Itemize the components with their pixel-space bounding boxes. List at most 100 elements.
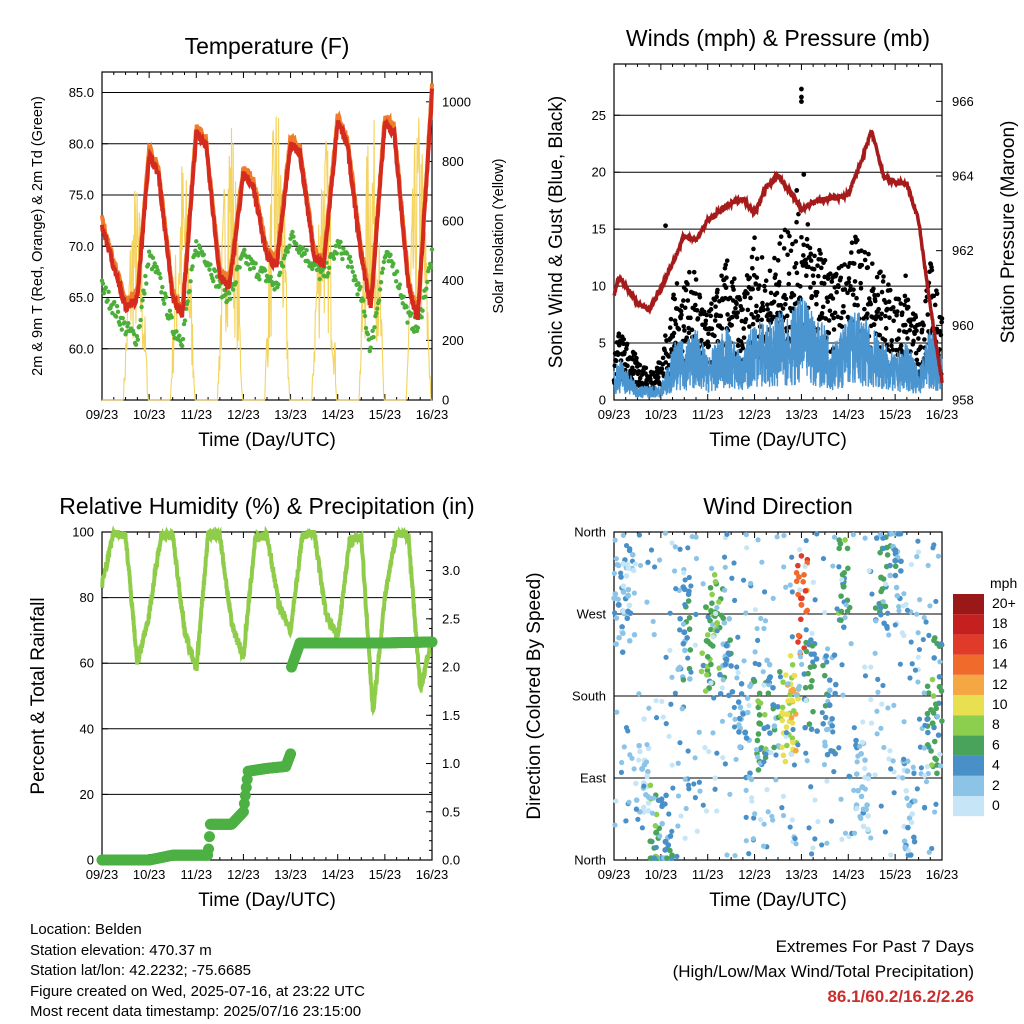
direction-point: [793, 570, 800, 576]
dewpoint-point: [368, 345, 373, 350]
dewpoint-point: [394, 269, 400, 274]
dewpoint-point: [282, 253, 288, 258]
dewpoint-point: [247, 267, 253, 272]
direction-point: [892, 547, 899, 554]
direction-point: [647, 838, 654, 845]
gust-point: [693, 302, 698, 308]
direction-point: [891, 790, 897, 796]
direction-point: [885, 610, 891, 616]
direction-point: [920, 636, 926, 643]
y-tick-label: 0: [87, 853, 94, 868]
direction-point: [613, 798, 619, 804]
direction-point: [793, 841, 799, 847]
direction-point: [735, 669, 741, 676]
gust-point: [660, 355, 666, 361]
gust-point: [678, 308, 684, 314]
x-tick-label: 09/23: [598, 407, 631, 422]
direction-point: [727, 791, 733, 797]
direction-point: [851, 830, 858, 836]
direction-point: [762, 618, 769, 624]
direction-point: [824, 840, 830, 846]
dewpoint-point: [256, 273, 261, 279]
gust-point: [778, 302, 784, 308]
gust-point: [757, 283, 762, 288]
dewpoint-point: [230, 287, 236, 292]
direction-point: [803, 627, 809, 633]
solar-insolation-line: [102, 116, 432, 401]
direction-point: [885, 705, 891, 711]
gust-point: [723, 262, 729, 268]
direction-point: [927, 603, 933, 609]
direction-point: [912, 798, 918, 804]
direction-point: [802, 588, 809, 594]
direction-point: [755, 537, 761, 543]
direction-point: [795, 742, 801, 748]
gust-point: [916, 336, 921, 341]
gust-point: [841, 303, 846, 309]
direction-point: [891, 769, 897, 775]
gust-point: [929, 267, 935, 273]
direction-point: [839, 571, 846, 578]
gust-point: [804, 273, 809, 278]
direction-point: [934, 770, 940, 777]
direction-point: [635, 816, 641, 822]
dewpoint-point: [179, 343, 185, 349]
dewpoint-point: [278, 270, 283, 275]
direction-point: [777, 674, 784, 680]
x-axis-label: Time (Day/UTC): [198, 890, 336, 911]
direction-point: [697, 788, 703, 794]
direction-point: [801, 572, 807, 578]
dewpoint-point: [375, 306, 380, 311]
direction-point: [878, 574, 885, 581]
direction-point: [783, 584, 789, 590]
direction-point: [614, 561, 621, 568]
direction-point: [636, 757, 642, 763]
direction-point: [612, 537, 618, 543]
x-tick-label: 12/23: [738, 407, 771, 422]
direction-point: [914, 786, 920, 792]
gust-point: [624, 346, 629, 352]
direction-point: [662, 530, 669, 536]
direction-point: [682, 647, 688, 654]
dewpoint-point: [290, 229, 295, 235]
gust-point: [767, 268, 773, 274]
dewpoint-point: [428, 264, 434, 270]
y-tick-label: North: [574, 525, 606, 540]
direction-point: [892, 563, 899, 570]
direction-point: [854, 759, 860, 765]
direction-point: [921, 773, 928, 779]
direction-point: [812, 597, 818, 603]
gust-point: [848, 283, 853, 289]
direction-point: [915, 679, 921, 685]
gust-point: [854, 237, 860, 243]
gust-point: [730, 314, 735, 320]
gust-point: [637, 362, 643, 368]
direction-point: [787, 824, 793, 830]
direction-point: [710, 730, 716, 736]
direction-point: [892, 622, 898, 628]
direction-point: [795, 632, 802, 639]
direction-point: [924, 683, 931, 690]
gust-point: [815, 263, 820, 268]
direction-point: [620, 589, 627, 595]
gust-point: [934, 326, 940, 332]
gust-point: [753, 309, 759, 315]
direction-point: [877, 549, 883, 556]
direction-point: [926, 849, 932, 855]
direction-point: [752, 660, 758, 666]
direction-point: [708, 680, 714, 686]
direction-point: [669, 852, 675, 858]
legend-label: 10: [992, 696, 1008, 712]
direction-point: [616, 634, 622, 641]
gust-point: [787, 233, 792, 239]
gust-point: [679, 312, 684, 318]
direction-point: [659, 698, 665, 705]
gust-point: [798, 284, 803, 289]
gust-point: [884, 343, 890, 348]
direction-point: [740, 577, 747, 583]
direction-point: [743, 787, 749, 794]
direction-point: [781, 532, 787, 539]
y2-tick-label: 962: [952, 243, 974, 258]
gust-point: [882, 337, 888, 343]
direction-point: [917, 597, 923, 603]
